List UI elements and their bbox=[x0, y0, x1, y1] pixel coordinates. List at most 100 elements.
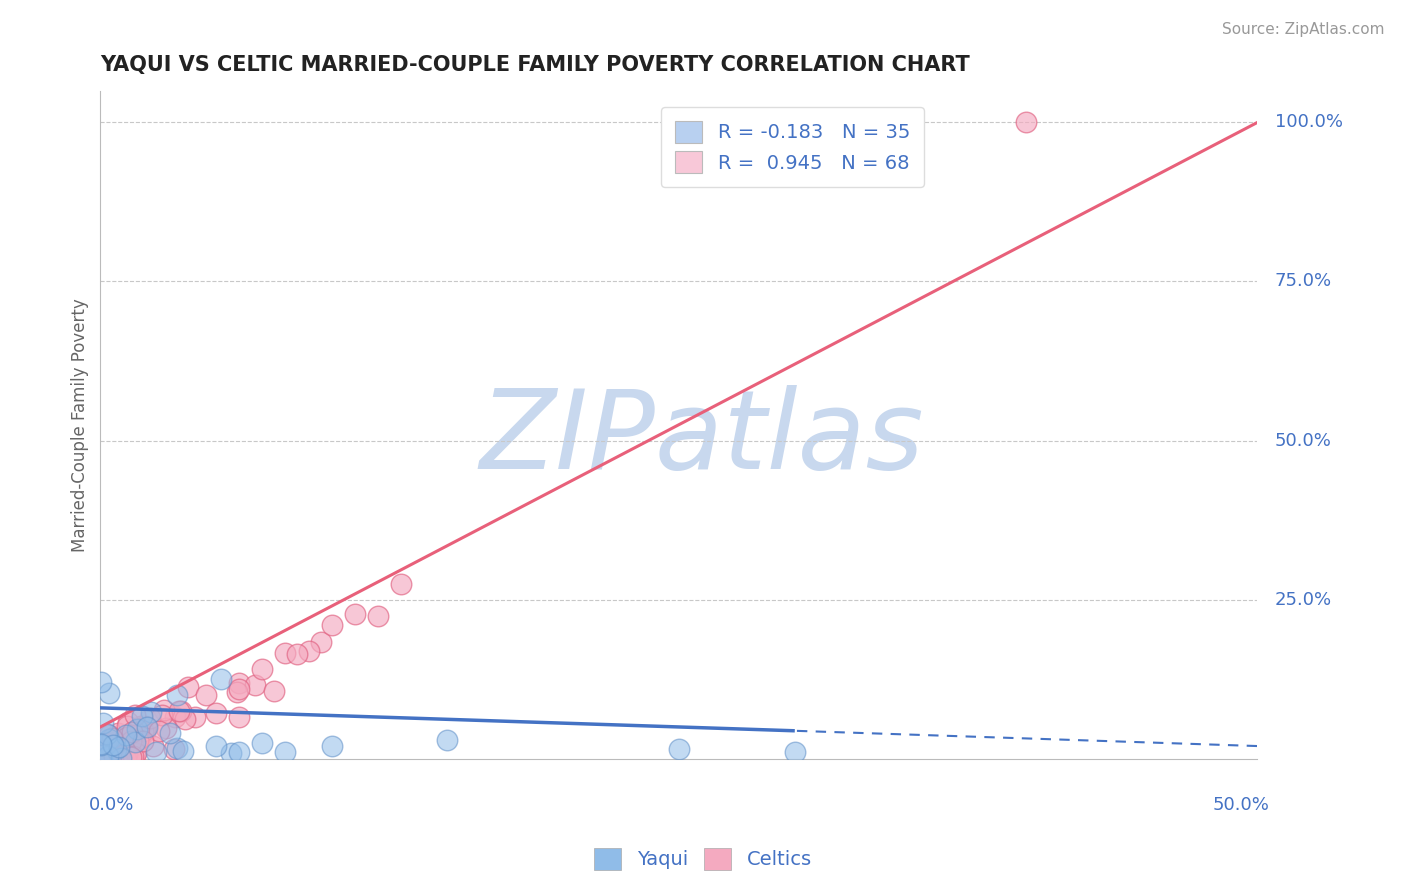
Point bbox=[90, 674, 112, 689]
Point bbox=[163, 710, 186, 724]
Text: 50.0%: 50.0% bbox=[1275, 432, 1331, 450]
Point bbox=[96, 727, 118, 741]
Point bbox=[298, 644, 321, 658]
Point bbox=[263, 684, 285, 698]
Point bbox=[139, 705, 162, 719]
Point bbox=[135, 718, 157, 732]
Point bbox=[150, 707, 173, 722]
Point bbox=[129, 719, 152, 733]
Point bbox=[343, 607, 366, 621]
Point bbox=[132, 734, 155, 748]
Point bbox=[228, 746, 250, 760]
Point bbox=[245, 677, 267, 691]
Point bbox=[1015, 115, 1038, 129]
Point bbox=[228, 710, 250, 724]
Point bbox=[97, 749, 120, 764]
Point bbox=[169, 705, 191, 719]
Point bbox=[148, 724, 170, 739]
Text: 75.0%: 75.0% bbox=[1275, 272, 1331, 291]
Point bbox=[219, 746, 242, 760]
Point bbox=[104, 735, 127, 749]
Point bbox=[159, 726, 181, 740]
Point bbox=[111, 737, 134, 751]
Point bbox=[115, 728, 138, 742]
Point bbox=[155, 721, 177, 735]
Point bbox=[127, 732, 149, 747]
Point bbox=[97, 728, 120, 742]
Point bbox=[274, 745, 297, 759]
Y-axis label: Married-Couple Family Poverty: Married-Couple Family Poverty bbox=[72, 298, 89, 551]
Legend: R = -0.183   N = 35, R =  0.945   N = 68: R = -0.183 N = 35, R = 0.945 N = 68 bbox=[661, 107, 924, 187]
Point bbox=[120, 750, 142, 764]
Point bbox=[367, 609, 389, 624]
Point bbox=[125, 724, 148, 739]
Point bbox=[90, 752, 112, 766]
Point bbox=[134, 725, 156, 739]
Point bbox=[121, 725, 143, 739]
Point bbox=[167, 704, 190, 718]
Text: 100.0%: 100.0% bbox=[1275, 113, 1343, 131]
Point bbox=[145, 746, 167, 760]
Point bbox=[132, 723, 155, 738]
Point bbox=[124, 734, 146, 748]
Point bbox=[124, 708, 146, 723]
Point bbox=[103, 752, 125, 766]
Point bbox=[194, 688, 217, 702]
Point bbox=[166, 741, 188, 756]
Point bbox=[103, 749, 125, 764]
Point bbox=[91, 751, 114, 765]
Point bbox=[90, 738, 112, 752]
Point bbox=[252, 662, 274, 676]
Point bbox=[172, 744, 194, 758]
Point bbox=[93, 752, 115, 766]
Text: 0.0%: 0.0% bbox=[89, 796, 134, 814]
Text: 25.0%: 25.0% bbox=[1275, 591, 1331, 608]
Point bbox=[128, 723, 150, 737]
Point bbox=[436, 732, 458, 747]
Legend: Yaqui, Celtics: Yaqui, Celtics bbox=[586, 839, 820, 878]
Point bbox=[108, 752, 131, 766]
Point bbox=[91, 747, 114, 762]
Point bbox=[163, 741, 186, 756]
Point bbox=[252, 736, 274, 750]
Point bbox=[783, 746, 806, 760]
Point bbox=[97, 732, 120, 747]
Text: ZIPatlas: ZIPatlas bbox=[479, 384, 924, 491]
Point bbox=[90, 737, 112, 751]
Point bbox=[209, 672, 232, 686]
Point bbox=[93, 716, 115, 731]
Text: Source: ZipAtlas.com: Source: ZipAtlas.com bbox=[1222, 22, 1385, 37]
Point bbox=[153, 703, 176, 717]
Point bbox=[321, 618, 343, 632]
Point bbox=[101, 738, 124, 752]
Point bbox=[166, 688, 188, 702]
Point bbox=[117, 715, 139, 730]
Point bbox=[131, 709, 153, 723]
Point bbox=[285, 647, 308, 661]
Point bbox=[135, 720, 157, 734]
Point bbox=[205, 706, 228, 720]
Point bbox=[93, 752, 115, 766]
Point bbox=[104, 741, 127, 756]
Point bbox=[309, 634, 332, 648]
Point bbox=[127, 722, 149, 736]
Point bbox=[117, 719, 139, 733]
Point bbox=[129, 731, 152, 745]
Point bbox=[115, 730, 138, 744]
Point bbox=[107, 726, 129, 740]
Point bbox=[115, 747, 138, 761]
Point bbox=[389, 576, 412, 591]
Text: YAQUI VS CELTIC MARRIED-COUPLE FAMILY POVERTY CORRELATION CHART: YAQUI VS CELTIC MARRIED-COUPLE FAMILY PO… bbox=[100, 55, 970, 75]
Point bbox=[226, 685, 249, 699]
Point bbox=[108, 739, 131, 754]
Point bbox=[122, 731, 145, 746]
Point bbox=[205, 739, 228, 753]
Point bbox=[124, 747, 146, 762]
Point bbox=[321, 739, 343, 753]
Text: 50.0%: 50.0% bbox=[1212, 796, 1270, 814]
Point bbox=[228, 682, 250, 697]
Point bbox=[125, 747, 148, 761]
Point bbox=[108, 747, 131, 762]
Point bbox=[121, 749, 143, 764]
Point bbox=[142, 739, 165, 754]
